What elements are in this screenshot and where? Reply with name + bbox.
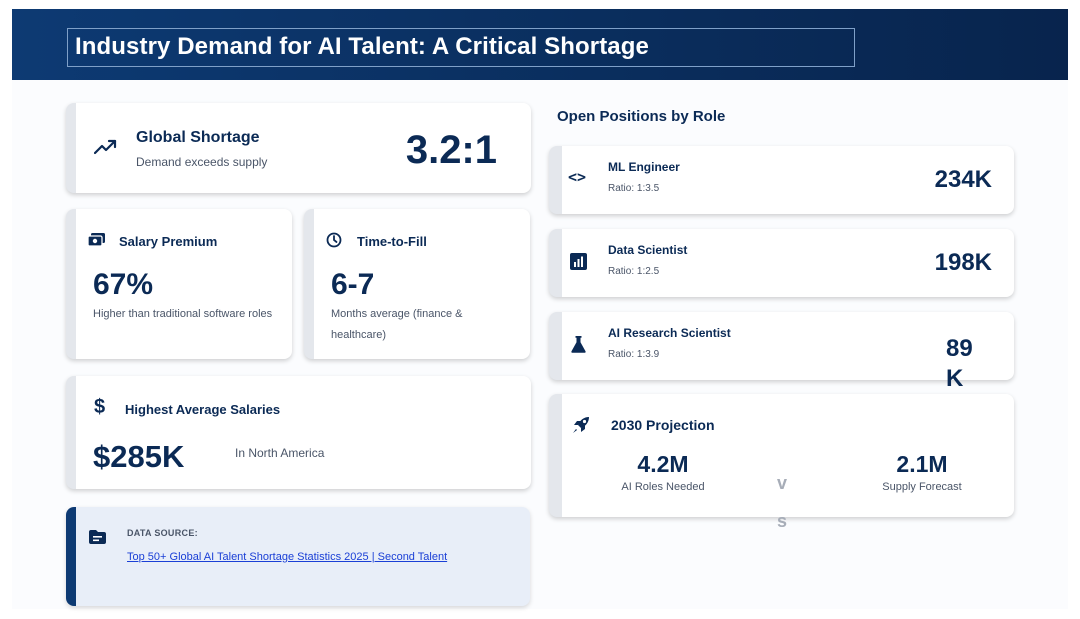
money-icon bbox=[88, 233, 105, 247]
projection-needed-value: 4.2M bbox=[637, 451, 689, 477]
salary-premium-card: Salary Premium 67% Higher than tradition… bbox=[66, 209, 292, 359]
projection-needed-label: AI Roles Needed bbox=[621, 481, 705, 493]
versus-label: vs bbox=[776, 473, 787, 531]
flask-icon bbox=[571, 336, 586, 353]
highest-salaries-card: $ Highest Average Salaries $285K In Nort… bbox=[66, 376, 531, 489]
role-ratio: Ratio: 1:3.5 bbox=[608, 183, 660, 194]
header-title-box: Industry Demand for AI Talent: A Critica… bbox=[67, 28, 855, 67]
global-shortage-card: Global Shortage Demand exceeds supply 3.… bbox=[66, 103, 531, 193]
highest-salaries-title: Highest Average Salaries bbox=[125, 402, 281, 417]
time-to-fill-card: Time-to-Fill 6-7 Months average (finance… bbox=[304, 209, 530, 359]
role-name: ML Engineer bbox=[608, 160, 680, 174]
clock-icon bbox=[326, 232, 342, 248]
projection-card: 2030 Projection 4.2M AI Roles Needed vs … bbox=[549, 394, 1014, 531]
highest-salaries-note: In North America bbox=[235, 446, 325, 460]
salary-premium-value: 67% bbox=[93, 268, 154, 301]
data-source-link[interactable]: Top 50+ Global AI Talent Shortage Statis… bbox=[127, 551, 448, 563]
role-ratio: Ratio: 1:2.5 bbox=[608, 266, 660, 277]
role-card-data-scientist: Data Scientist Ratio: 1:2.5 198K bbox=[549, 229, 1014, 297]
role-card-ml-engineer: <> ML Engineer Ratio: 1:3.5 234K bbox=[549, 146, 1014, 214]
salary-premium-description: Higher than traditional software roles bbox=[93, 308, 273, 320]
document-icon bbox=[89, 530, 106, 544]
time-to-fill-value: 6-7 bbox=[331, 268, 375, 301]
time-to-fill-description: Months average (finance & healthcare) bbox=[331, 308, 463, 341]
page: Industry Demand for AI Talent: A Critica… bbox=[12, 9, 1068, 609]
role-card-ai-research-scientist: AI Research Scientist Ratio: 1:3.9 89K bbox=[549, 312, 1014, 392]
projection-supply-value: 2.1M bbox=[896, 451, 948, 477]
role-ratio: Ratio: 1:3.9 bbox=[608, 349, 660, 360]
salary-premium-title: Salary Premium bbox=[119, 234, 218, 249]
role-value: 89K bbox=[946, 335, 973, 392]
projection-supply: 2.1M Supply Forecast bbox=[867, 451, 977, 493]
role-name: AI Research Scientist bbox=[608, 326, 731, 340]
page-title: Industry Demand for AI Talent: A Critica… bbox=[75, 33, 649, 60]
data-source-label: DATA SOURCE: bbox=[127, 528, 198, 538]
projection-supply-label: Supply Forecast bbox=[882, 481, 962, 493]
projection-needed: 4.2M AI Roles Needed bbox=[608, 451, 718, 493]
global-shortage-subtitle: Demand exceeds supply bbox=[136, 155, 268, 169]
dollar-icon: $ bbox=[94, 396, 106, 418]
time-to-fill-title: Time-to-Fill bbox=[357, 234, 427, 249]
role-value: 234K bbox=[934, 166, 992, 193]
global-shortage-value: 3.2:1 bbox=[405, 128, 497, 172]
role-value: 198K bbox=[934, 249, 992, 276]
code-icon: <> bbox=[568, 168, 587, 186]
open-positions-title: Open Positions by Role bbox=[557, 108, 726, 125]
data-source-card: DATA SOURCE: Top 50+ Global AI Talent Sh… bbox=[66, 507, 530, 606]
global-shortage-title: Global Shortage bbox=[136, 129, 260, 146]
highest-salaries-value: $285K bbox=[93, 439, 185, 474]
header-bar: Industry Demand for AI Talent: A Critica… bbox=[12, 9, 1068, 80]
role-name: Data Scientist bbox=[608, 243, 688, 257]
rocket-icon bbox=[573, 417, 589, 433]
bar-chart-icon bbox=[570, 253, 587, 270]
trending-up-icon bbox=[94, 139, 117, 155]
projection-title: 2030 Projection bbox=[611, 417, 715, 433]
